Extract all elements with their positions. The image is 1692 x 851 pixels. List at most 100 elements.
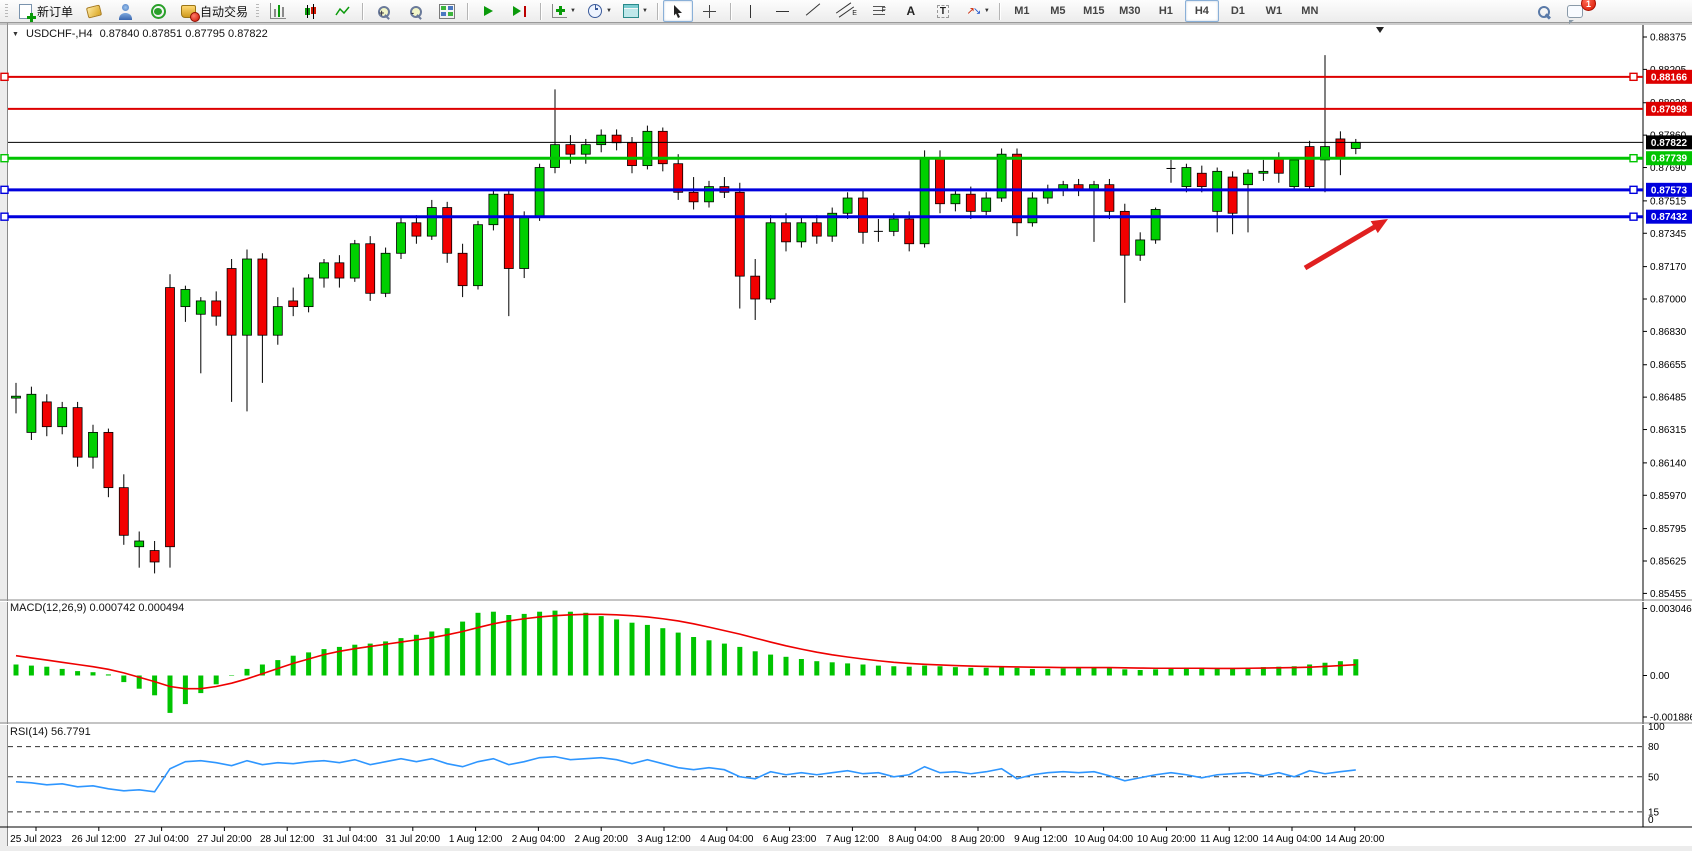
timeframe-button-H1[interactable]: H1 [1158,5,1173,17]
hline-handle-left[interactable] [0,153,9,163]
toolbar-separator [467,2,469,20]
macd-histogram-bar [691,637,697,676]
macd-histogram-bar [1230,668,1236,676]
fibonacci-tool-button[interactable]: F [864,0,894,22]
candle [781,222,791,243]
bar-chart-button[interactable] [263,0,293,22]
search-button[interactable] [1528,0,1558,22]
timeframe-button-W1[interactable]: W1 [1265,5,1283,17]
tile-windows-button[interactable] [432,0,462,22]
hline-handle-right[interactable] [1629,153,1638,163]
timeframe-button-M30[interactable]: M30 [1119,5,1141,17]
macd-histogram-bar [1353,659,1359,676]
price-tick-label: 0.87345 [1650,229,1687,240]
tile-windows-icon [438,3,456,20]
price-tick-label: 0.87000 [1650,295,1687,306]
timeframe-button-M15[interactable]: M15 [1083,5,1105,17]
candle [796,222,807,243]
macd-histogram-bar [1137,670,1143,676]
macd-axis-label: 0.003046 [1650,604,1692,615]
candle [1027,197,1038,224]
auto-trading-button[interactable]: 自动交易 [175,0,252,22]
new-order-button[interactable]: 新订单 [12,0,77,22]
trendline-tool-button[interactable] [800,0,830,22]
text-tool-button[interactable]: A [896,0,926,22]
candle [534,167,545,218]
text-label-icon: T [934,3,952,20]
zoom-out-button[interactable]: - [400,0,430,22]
arrow-annotation-shaft[interactable] [1303,222,1379,271]
candle [1273,157,1284,174]
candle [242,258,252,336]
candle [396,222,406,254]
channel-tool-button[interactable]: E [832,0,862,22]
macd-histogram-bar [675,632,681,676]
candle [981,197,992,212]
macd-histogram-bar [490,611,496,676]
timeframe-group: M1 M5 M15 M30 H1 H4 D1 W1 MN [1004,0,1328,22]
text-label-tool-button[interactable]: T [928,0,958,22]
macd-histogram-bar [721,643,727,676]
toolbar-grip[interactable] [256,3,260,19]
cursor-tool-button[interactable] [662,0,693,22]
timeframe-button-M1[interactable]: M1 [1014,5,1030,17]
candle [473,224,483,287]
templates-button[interactable]: ▼ [618,0,652,22]
arrow-annotation-head[interactable] [1370,219,1388,234]
hline-handle-right[interactable] [1629,212,1638,221]
macd-histogram-bar [798,659,804,676]
zoom-in-button[interactable]: + [368,0,398,22]
candle [1119,210,1130,256]
macd-histogram-bar [845,663,851,676]
timeframe-button-M5[interactable]: M5 [1050,5,1066,17]
candle [580,144,591,155]
hline-handle-right[interactable] [1629,185,1638,195]
hline-price-tag-label: 0.88166 [1651,72,1688,83]
signals-button[interactable] [143,0,173,22]
candle [503,193,514,269]
toolbar-separator [540,2,542,20]
chart-shift-marker-icon[interactable] [1376,27,1384,33]
vertical-line-tool-button[interactable] [736,0,766,22]
macd-indicator-label: MACD(12,26,9) 0.000742 0.000494 [10,602,185,614]
horizontal-line-tool-button[interactable] [768,0,798,22]
macd-histogram-bar [1276,666,1282,676]
chart-window[interactable]: 0.883750.882050.880300.878600.876900.875… [0,23,1692,851]
auto-scroll-button[interactable] [473,0,503,22]
candle [365,243,376,294]
indicators-button[interactable]: ▼ [546,0,580,22]
crosshair-tool-button[interactable] [695,0,725,22]
rsi-level-label: 80 [1648,742,1660,753]
line-chart-button[interactable] [327,0,357,22]
toolbar-grip[interactable] [5,3,8,19]
window-left-gutter [0,23,7,851]
periods-button[interactable]: ▼ [582,0,616,22]
time-tick-label: 8 Aug 20:00 [951,834,1005,845]
hline-handle-left[interactable] [0,72,9,82]
macd-histogram-bar [660,628,666,676]
hline-handle-left[interactable] [0,212,9,221]
candle [642,130,653,167]
timeframe-button-MN[interactable]: MN [1301,5,1319,17]
data-window-button[interactable] [111,0,141,22]
candlestick-chart-button[interactable] [295,0,325,22]
candle [1304,146,1315,187]
collapse-chart-icon[interactable]: ▼ [12,30,19,38]
market-watch-button[interactable] [79,0,109,22]
chart-shift-button[interactable] [505,0,535,22]
new-order-label: 新订单 [37,4,74,19]
candle [41,401,52,428]
timeframe-button-H4[interactable]: H4 [1184,0,1219,22]
arrows-tool-button[interactable]: ↗ ↘ ▼ [960,0,994,22]
hline-handle-left[interactable] [0,185,9,195]
candle [288,300,299,308]
timeframe-button-D1[interactable]: D1 [1230,5,1245,17]
macd-histogram-bar [521,613,527,676]
chart-ohlc-values: 0.87840 0.87851 0.87795 0.87822 [99,28,268,40]
macd-histogram-bar [1029,668,1035,676]
time-tick-label: 9 Aug 12:00 [1014,834,1068,845]
notifications-button[interactable]: 1 [1560,0,1596,22]
price-tick-label: 0.87690 [1650,163,1687,174]
chart-canvas[interactable]: 0.883750.882050.880300.878600.876900.875… [0,23,1692,851]
hline-handle-right[interactable] [1629,72,1638,82]
